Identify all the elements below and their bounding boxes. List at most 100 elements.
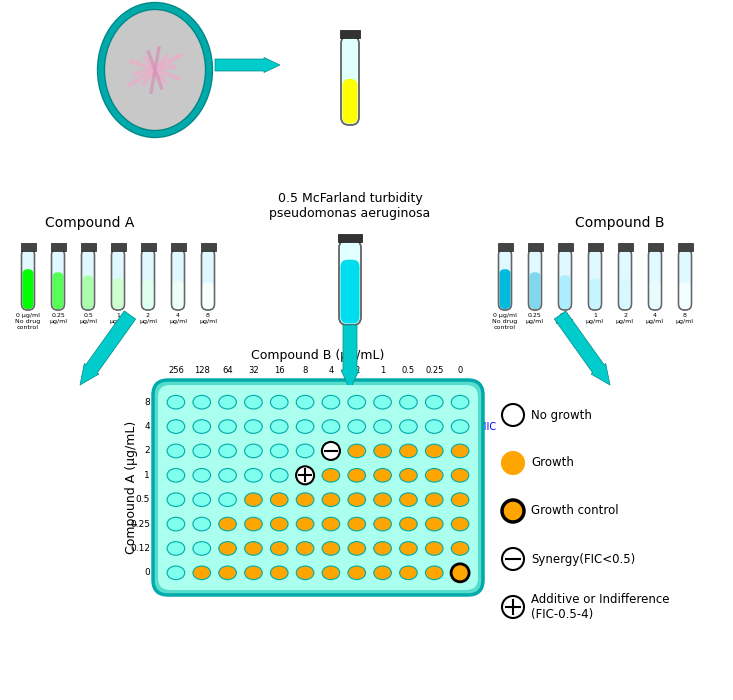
Circle shape (502, 548, 524, 570)
Ellipse shape (270, 517, 288, 531)
Bar (141, 243, 155, 251)
Ellipse shape (270, 395, 288, 409)
Ellipse shape (452, 468, 469, 482)
Text: 4
µg/ml: 4 µg/ml (646, 313, 664, 324)
FancyBboxPatch shape (679, 248, 691, 310)
Bar (528, 243, 542, 251)
Ellipse shape (399, 468, 417, 482)
Text: Growth control: Growth control (531, 505, 619, 517)
Bar (111, 243, 125, 251)
Ellipse shape (452, 444, 469, 458)
FancyBboxPatch shape (499, 270, 510, 309)
Ellipse shape (296, 566, 314, 580)
Ellipse shape (452, 493, 469, 507)
Ellipse shape (425, 566, 443, 580)
Ellipse shape (270, 420, 288, 433)
Text: 0: 0 (457, 366, 463, 375)
Ellipse shape (322, 395, 339, 409)
Ellipse shape (193, 420, 210, 433)
FancyBboxPatch shape (172, 248, 185, 310)
Circle shape (502, 500, 524, 522)
FancyBboxPatch shape (342, 79, 358, 123)
Ellipse shape (399, 566, 417, 580)
FancyBboxPatch shape (341, 36, 359, 125)
FancyBboxPatch shape (619, 279, 630, 309)
Text: 1
µg/ml: 1 µg/ml (109, 313, 127, 324)
Text: 1
µg/ml: 1 µg/ml (586, 313, 604, 324)
Ellipse shape (425, 420, 443, 433)
FancyBboxPatch shape (51, 248, 65, 310)
Text: 1: 1 (380, 366, 386, 375)
Text: 0.5
µg/ml: 0.5 µg/ml (79, 313, 97, 324)
Text: 4
µg/ml: 4 µg/ml (169, 313, 187, 324)
FancyBboxPatch shape (81, 248, 95, 310)
Text: 64: 64 (222, 366, 233, 375)
Ellipse shape (245, 468, 262, 482)
Ellipse shape (296, 420, 314, 433)
Ellipse shape (322, 542, 339, 555)
Text: 128: 128 (194, 366, 210, 375)
Bar (588, 243, 603, 251)
Ellipse shape (218, 420, 236, 433)
Text: 0.25: 0.25 (425, 366, 443, 375)
Ellipse shape (296, 542, 314, 555)
Text: 0: 0 (144, 568, 150, 578)
Text: Growth: Growth (531, 456, 574, 470)
Ellipse shape (167, 493, 185, 507)
FancyArrow shape (554, 311, 610, 385)
Circle shape (322, 442, 340, 460)
Ellipse shape (322, 566, 339, 580)
Bar (171, 243, 185, 251)
Ellipse shape (270, 493, 288, 507)
Ellipse shape (167, 566, 185, 580)
Ellipse shape (296, 395, 314, 409)
Text: 256: 256 (168, 366, 184, 375)
Bar (498, 243, 512, 251)
Ellipse shape (167, 542, 185, 555)
Ellipse shape (425, 542, 443, 555)
FancyBboxPatch shape (649, 248, 661, 310)
Ellipse shape (193, 493, 210, 507)
Text: 2: 2 (354, 366, 359, 375)
Text: Compound A (µg/mL): Compound A (µg/mL) (125, 421, 138, 554)
Text: 4: 4 (144, 422, 150, 431)
Text: 0 µg/ml
No drug
control: 0 µg/ml No drug control (493, 313, 517, 330)
Ellipse shape (425, 493, 443, 507)
Ellipse shape (193, 395, 210, 409)
Ellipse shape (425, 468, 443, 482)
FancyArrow shape (215, 57, 280, 73)
Text: 8
µg/ml: 8 µg/ml (676, 313, 694, 324)
Ellipse shape (193, 566, 210, 580)
Ellipse shape (348, 444, 366, 458)
Ellipse shape (270, 468, 288, 482)
FancyBboxPatch shape (619, 248, 632, 310)
Ellipse shape (270, 444, 288, 458)
Text: 8: 8 (144, 398, 150, 407)
FancyBboxPatch shape (529, 272, 540, 309)
Ellipse shape (425, 517, 443, 531)
Ellipse shape (218, 395, 236, 409)
FancyBboxPatch shape (589, 248, 602, 310)
Ellipse shape (374, 493, 391, 507)
Ellipse shape (348, 420, 366, 433)
Ellipse shape (245, 420, 262, 433)
Ellipse shape (218, 444, 236, 458)
Ellipse shape (374, 517, 391, 531)
Ellipse shape (452, 420, 469, 433)
Ellipse shape (296, 468, 314, 482)
Ellipse shape (245, 517, 262, 531)
Bar (617, 243, 633, 251)
FancyBboxPatch shape (498, 248, 512, 310)
FancyBboxPatch shape (153, 380, 483, 595)
Ellipse shape (193, 468, 210, 482)
FancyBboxPatch shape (141, 248, 155, 310)
Ellipse shape (399, 444, 417, 458)
Ellipse shape (245, 493, 262, 507)
Ellipse shape (374, 444, 391, 458)
FancyBboxPatch shape (559, 248, 572, 310)
Ellipse shape (245, 566, 262, 580)
Ellipse shape (452, 566, 469, 580)
Bar (558, 243, 572, 251)
Ellipse shape (322, 517, 339, 531)
Text: 0.25
µg/ml: 0.25 µg/ml (526, 313, 544, 324)
